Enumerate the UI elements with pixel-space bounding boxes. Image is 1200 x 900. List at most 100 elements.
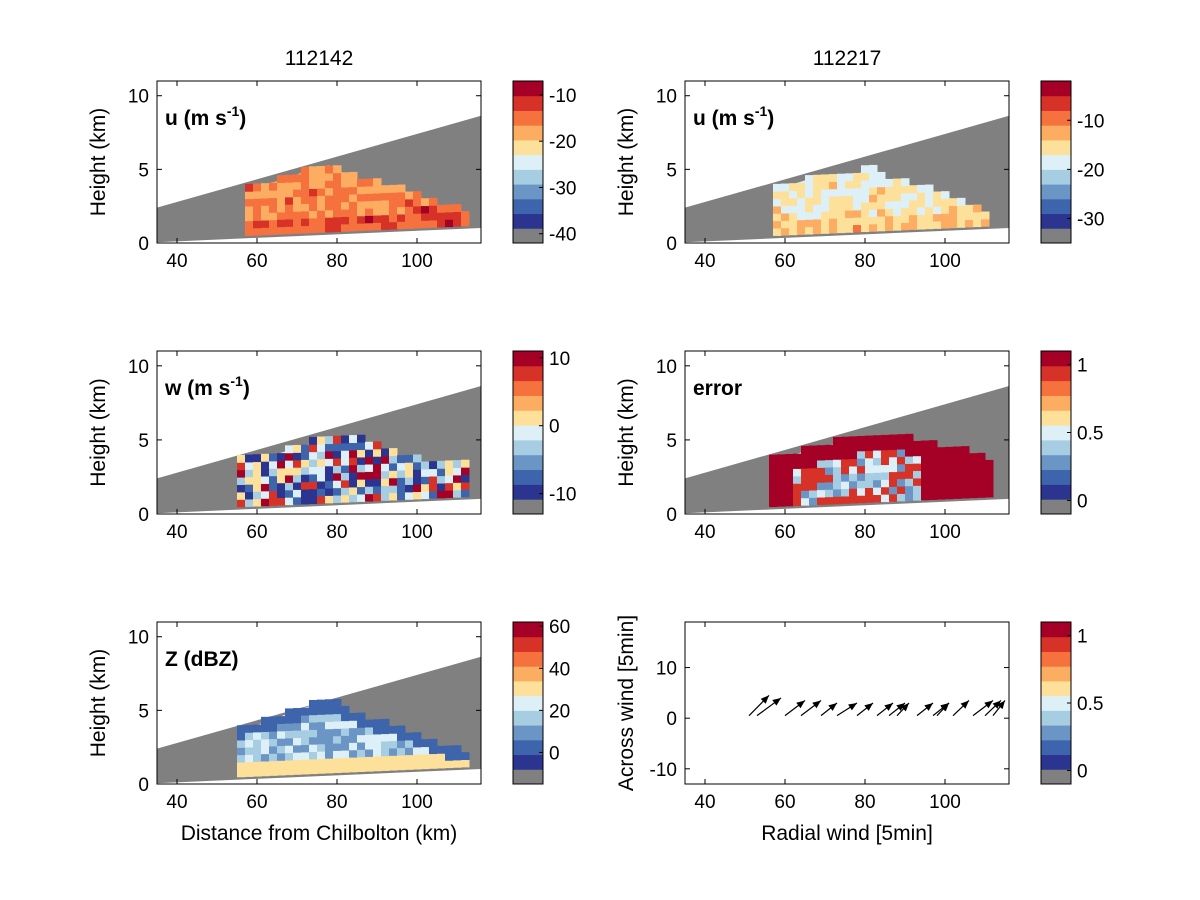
data-cell (801, 453, 810, 462)
data-cell (253, 220, 262, 229)
data-cell (349, 201, 358, 210)
data-cell (785, 491, 794, 499)
data-cell (381, 185, 390, 194)
data-cell (309, 466, 318, 475)
colorbar-segment (513, 395, 543, 411)
data-cell (969, 490, 978, 499)
plot-area (685, 115, 1009, 243)
data-cell (945, 446, 954, 455)
data-cell (381, 485, 390, 494)
data-cell (405, 491, 414, 500)
data-cell (801, 460, 810, 469)
data-cell (397, 206, 406, 215)
data-cell (869, 201, 878, 210)
data-cell (461, 489, 470, 498)
data-cell (837, 181, 846, 189)
data-cell (317, 173, 326, 182)
colorbar-segment (1041, 154, 1071, 170)
data-cell (333, 495, 342, 503)
data-cell (253, 183, 262, 192)
data-cell (269, 716, 278, 725)
x-tick-label: 100 (929, 792, 961, 813)
data-cell (793, 490, 802, 499)
data-cell (929, 492, 938, 500)
data-cell (865, 450, 874, 459)
data-cell (301, 722, 310, 731)
data-cell (389, 221, 398, 230)
data-cell (841, 451, 850, 460)
colorbar-segment (1041, 636, 1071, 652)
data-cell (961, 483, 970, 492)
data-cell (349, 194, 358, 202)
data-cell (301, 203, 310, 212)
data-cell (397, 740, 406, 749)
data-cell (421, 198, 430, 207)
data-cell (373, 463, 382, 472)
x-tick-label: 60 (774, 792, 795, 813)
data-cell (293, 715, 302, 724)
data-cell (909, 192, 918, 201)
data-cell (437, 468, 446, 477)
data-cell (873, 435, 882, 444)
colorbar-segment (513, 680, 543, 697)
panel-1: u (m s-1) 40 60 80 100 0 5 10 Height (km) 112142 -… (87, 47, 576, 272)
data-cell (965, 219, 974, 228)
colorbar-segment (1041, 198, 1071, 215)
data-cell (913, 448, 922, 457)
data-cell (333, 458, 342, 466)
data-cell (373, 185, 382, 194)
data-cell (309, 707, 318, 716)
data-cell (825, 467, 834, 475)
data-cell (945, 491, 954, 500)
colorbar-tick-label: 0 (549, 743, 560, 764)
data-cell (897, 456, 906, 465)
data-cell (261, 724, 270, 733)
data-cell (445, 745, 454, 754)
data-cell (793, 461, 802, 469)
data-cell (301, 188, 310, 197)
data-cell (781, 212, 790, 221)
data-cell (913, 470, 922, 479)
colorbar-segment (1041, 81, 1071, 97)
panel-title: 112142 (285, 47, 354, 70)
data-cell (461, 481, 470, 490)
data-cell (285, 218, 294, 227)
data-cell (413, 476, 422, 485)
data-cell (925, 206, 934, 215)
x-tick-label: 80 (326, 251, 347, 272)
x-tick-label: 60 (774, 251, 795, 272)
data-cell (333, 735, 342, 744)
data-cell (269, 182, 278, 191)
data-cell (925, 221, 934, 230)
data-cell (933, 206, 942, 215)
colorbar-segment (513, 754, 543, 770)
data-cell (837, 210, 846, 219)
data-cell (773, 198, 782, 207)
data-cell (357, 464, 366, 473)
colorbar-tick-label: 20 (549, 701, 570, 722)
data-cell (285, 723, 294, 731)
colorbar-segment (1041, 365, 1071, 382)
data-cell (817, 482, 826, 491)
wind-arrow (992, 700, 1006, 717)
data-cell (341, 728, 350, 736)
data-cell (461, 459, 470, 468)
data-cell (317, 224, 326, 233)
data-cell (357, 201, 366, 209)
data-cell (793, 468, 802, 477)
data-cell (269, 204, 278, 213)
data-cell (317, 488, 326, 497)
data-cell (461, 467, 470, 476)
data-cell (917, 214, 926, 223)
data-cell (341, 465, 350, 473)
data-cell (341, 494, 350, 503)
data-cell (261, 760, 270, 769)
data-cell (901, 222, 910, 231)
data-cell (801, 475, 810, 484)
data-cell (293, 444, 302, 453)
data-cell (937, 447, 946, 456)
colorbar-segment (1041, 110, 1071, 126)
colorbar-segment (1041, 622, 1071, 638)
data-cell (857, 443, 866, 452)
data-cell (349, 179, 358, 188)
